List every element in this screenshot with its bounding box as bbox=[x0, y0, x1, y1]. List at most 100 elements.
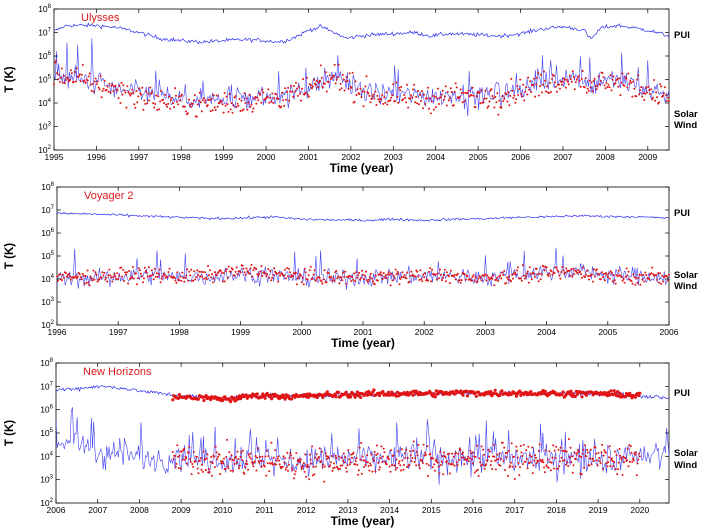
observed-point bbox=[455, 274, 458, 277]
observed-point bbox=[409, 450, 412, 453]
observed-point bbox=[391, 94, 394, 97]
observed-point bbox=[660, 85, 663, 88]
observed-point bbox=[462, 456, 465, 459]
observed-point bbox=[320, 450, 323, 453]
x-tick-label: 2016 bbox=[464, 505, 483, 515]
observed-point bbox=[559, 277, 562, 280]
observed-point bbox=[435, 273, 437, 276]
observed-point bbox=[136, 283, 138, 286]
observed-point bbox=[562, 449, 565, 452]
observed-point bbox=[537, 280, 540, 283]
y-tick-label: 106 bbox=[41, 228, 54, 238]
observed-point bbox=[602, 76, 605, 79]
observed-point bbox=[552, 444, 555, 447]
observed-point bbox=[579, 472, 582, 475]
observed-point bbox=[106, 85, 109, 88]
observed-point bbox=[188, 270, 191, 273]
observed-point bbox=[223, 457, 225, 460]
observed-point bbox=[429, 267, 432, 270]
observed-point bbox=[404, 96, 407, 99]
observed-point bbox=[592, 280, 594, 283]
observed-point bbox=[625, 77, 628, 80]
observed-point bbox=[409, 454, 412, 457]
observed-point bbox=[620, 81, 623, 84]
observed-point bbox=[373, 450, 376, 453]
observed-point bbox=[441, 89, 444, 92]
observed-point bbox=[488, 455, 491, 458]
observed-point bbox=[392, 83, 395, 86]
observed-point bbox=[140, 93, 143, 96]
observed-point bbox=[181, 458, 184, 461]
observed-point bbox=[402, 276, 405, 279]
observed-point bbox=[193, 94, 196, 97]
x-axis-label: Time (year) bbox=[330, 161, 394, 175]
observed-point bbox=[219, 473, 222, 476]
observed-point bbox=[507, 449, 510, 452]
observed-point bbox=[627, 72, 630, 75]
x-tick-label: 2017 bbox=[505, 505, 524, 515]
observed-point bbox=[546, 465, 549, 468]
observed-point bbox=[167, 102, 170, 105]
observed-point bbox=[589, 457, 592, 460]
observed-point bbox=[542, 83, 544, 86]
observed-point bbox=[607, 456, 610, 459]
observed-point bbox=[327, 457, 330, 459]
x-tick-label: 2019 bbox=[589, 505, 608, 515]
observed-point bbox=[533, 77, 536, 80]
observed-point bbox=[366, 454, 369, 457]
observed-point bbox=[225, 95, 228, 98]
observed-point bbox=[204, 271, 207, 274]
observed-point bbox=[525, 86, 528, 89]
observed-point bbox=[342, 459, 344, 462]
observed-point bbox=[592, 460, 595, 462]
observed-point bbox=[86, 269, 89, 272]
observed-point bbox=[67, 80, 70, 83]
observed-point bbox=[554, 457, 557, 459]
observed-point bbox=[268, 276, 271, 279]
observed-point bbox=[342, 271, 345, 274]
observed-point bbox=[599, 278, 602, 281]
observed-point bbox=[224, 467, 227, 470]
observed-point bbox=[373, 283, 376, 286]
observed-point bbox=[382, 272, 385, 274]
observed-point bbox=[570, 268, 573, 271]
observed-point bbox=[632, 273, 635, 276]
observed-point bbox=[467, 455, 470, 458]
observed-point bbox=[189, 105, 192, 108]
y-tick-label: 105 bbox=[40, 428, 53, 438]
observed-point bbox=[256, 456, 259, 459]
observed-point bbox=[626, 86, 629, 89]
observed-point bbox=[172, 458, 175, 461]
observed-point bbox=[302, 78, 304, 81]
observed-point bbox=[536, 273, 539, 276]
observed-point bbox=[185, 457, 188, 460]
observed-point bbox=[543, 466, 546, 469]
observed-point bbox=[424, 103, 426, 105]
observed-point bbox=[90, 89, 93, 92]
observed-point bbox=[316, 86, 319, 89]
observed-point bbox=[321, 466, 324, 469]
observed-point bbox=[327, 81, 330, 83]
observed-point bbox=[553, 449, 556, 452]
observed-point bbox=[504, 451, 507, 454]
observed-point bbox=[380, 445, 383, 448]
series-observed-pui bbox=[171, 388, 642, 404]
observed-point bbox=[562, 269, 565, 272]
observed-point bbox=[623, 84, 626, 87]
observed-point bbox=[565, 450, 568, 453]
observed-point bbox=[641, 278, 644, 281]
observed-point bbox=[616, 390, 620, 394]
observed-point bbox=[385, 91, 388, 94]
observed-point bbox=[297, 275, 300, 278]
observed-point bbox=[567, 83, 570, 86]
observed-point bbox=[344, 390, 348, 394]
observed-point bbox=[212, 277, 215, 280]
observed-point bbox=[641, 95, 644, 98]
observed-point bbox=[642, 92, 645, 95]
observed-point bbox=[117, 278, 120, 281]
observed-point bbox=[223, 92, 226, 94]
observed-point bbox=[227, 265, 230, 268]
observed-point bbox=[532, 464, 535, 467]
observed-point bbox=[269, 270, 272, 272]
observed-point bbox=[174, 87, 176, 90]
